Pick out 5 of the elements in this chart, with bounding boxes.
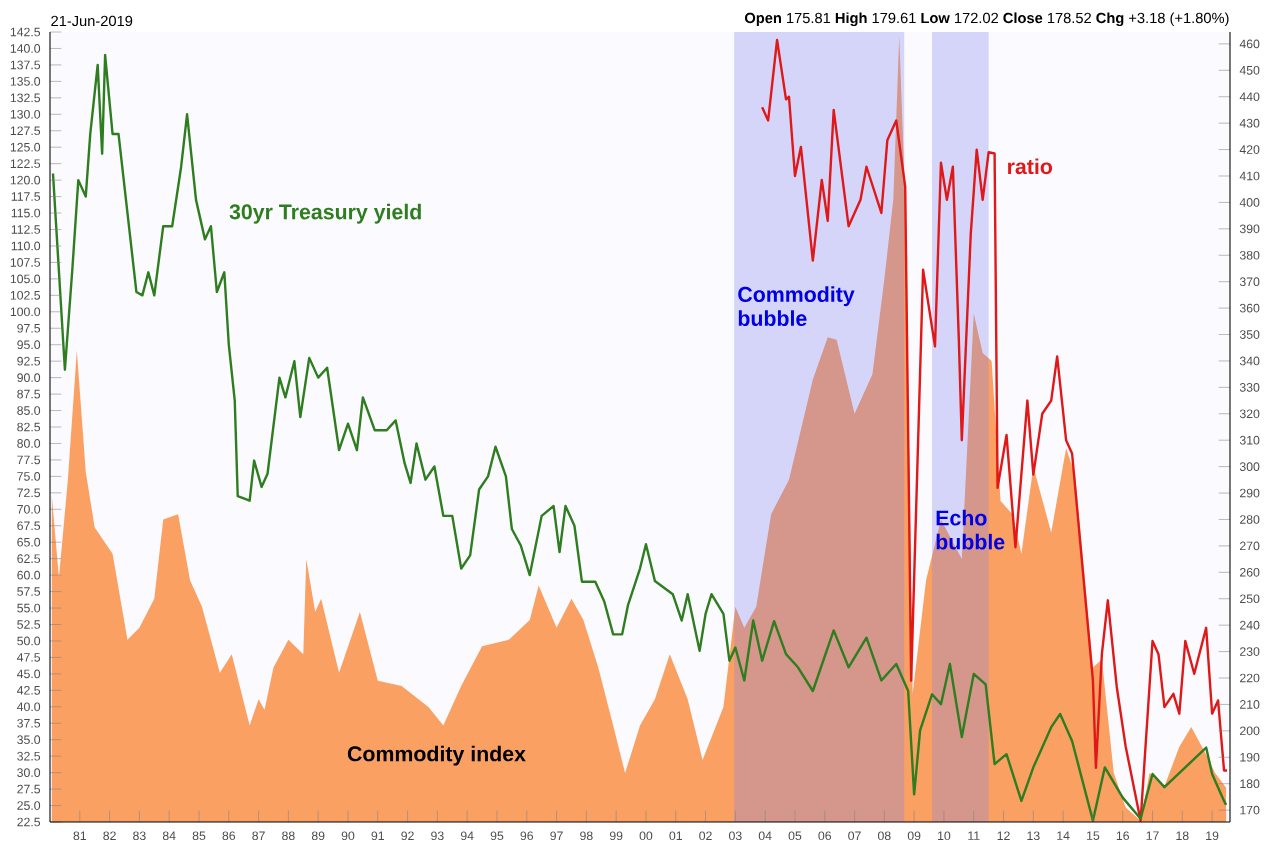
band-label: Echo bubble <box>936 509 1005 550</box>
series-label: ratio <box>1008 158 1053 175</box>
series-label: Commodity index <box>347 745 526 766</box>
band-label: Commodity bubble <box>738 286 855 326</box>
series-label: 30yr Treasury yield <box>229 203 421 224</box>
